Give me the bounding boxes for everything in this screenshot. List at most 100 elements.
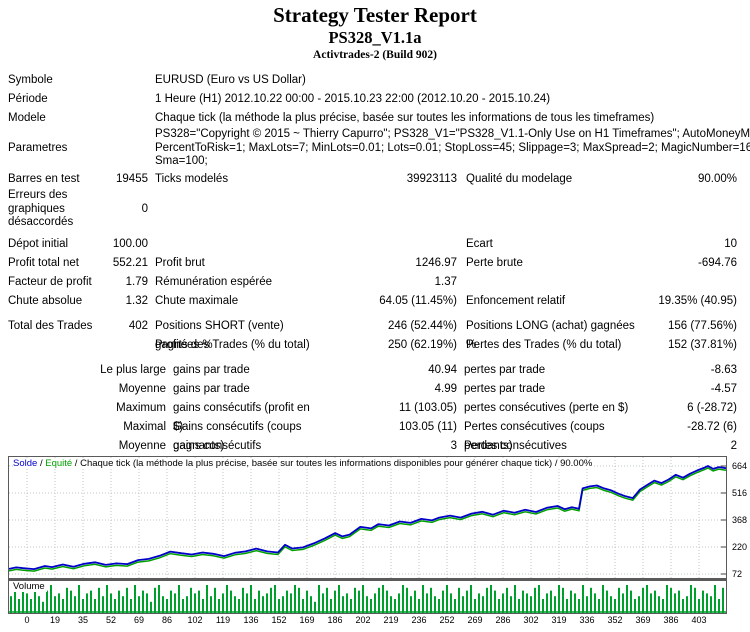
x-tick-label: 336 [579,615,595,625]
x-tick-label: 136 [243,615,259,625]
parametres-line-3: Sma=100; [155,155,208,167]
x-tick-label: 0 [24,615,30,625]
moy-perte-label: pertes par trade [464,383,546,395]
row-erreurs: Erreurs des graphiques désaccordés 0 [8,189,742,229]
balance-chart: Solde / Equité / Chaque tick (la méthode… [8,456,727,580]
legend-equity: Equité [45,458,73,469]
facteur-value: 1.79 [125,276,148,288]
periode-label: Période [8,93,48,105]
barres-value: 19455 [116,173,148,185]
moy-perte-value: -4.57 [710,383,737,395]
row-barres: Barres en test 19455 Ticks modelés 39923… [8,170,742,189]
y-tick-label: 664 [732,461,748,471]
perte-brute-label: Perte brute [466,257,523,269]
row-maximum: Maximum gains consécutifs (profit en $) … [8,399,742,433]
row-maximal: Maximal Gains consécutifs (coups gagnant… [8,418,742,452]
row-profits-trades: Profits des Trades (% du total) 250 (62.… [8,336,742,355]
periode-value: 1 Heure (H1) 2012.10.22 00:00 - 2015.10.… [155,93,551,105]
maximal-perte-label: Pertes consécutives (coups perdants) [464,421,605,452]
max-gain-value: 11 (103.05) [399,402,457,414]
max-perte-label: pertes consécutives (perte en $) [464,402,629,414]
moy-gain-label: gains par trade [173,383,250,395]
profits-label: Profits des Trades (% du total) [155,339,310,351]
volume-chart-svg [9,585,726,613]
row-modele: Modele Chaque tick (la méthode la plus p… [8,109,742,128]
x-tick-label: 269 [467,615,483,625]
chute-max-value: 64.05 (11.45%) [379,295,457,307]
x-tick-label: 52 [105,615,116,625]
x-tick-label: 119 [215,615,231,625]
profits-value: 250 (62.19%) [387,339,457,351]
x-tick-label: 352 [607,615,623,625]
x-tick-label: 152 [271,615,287,625]
long-value: 156 (77.56%) [667,320,737,332]
y-tick-label: 516 [732,488,748,498]
server-build: Activtrades-2 (Build 902) [313,49,437,61]
maximal-perte-value: -28.72 (6) [687,421,737,433]
profit-brut-label: Profit brut [155,257,205,269]
remuneration-value: 1.37 [434,276,457,288]
trades-value: 402 [128,320,148,332]
y-tick-label: 72 [732,569,743,579]
y-tick-label: 368 [732,515,748,525]
symbole-label: Symbole [8,74,53,86]
ticks-value: 39923113 [406,173,457,185]
short-value: 246 (52.44%) [387,320,457,332]
profit-net-value: 552.21 [112,257,148,269]
trades-label: Total des Trades [8,320,93,332]
enfoncement-label: Enfoncement relatif [466,295,566,307]
chute-abs-value: 1.32 [125,295,148,307]
moy2-label: Moyenne [118,440,166,452]
volume-panel: Volume [8,580,727,614]
row-parametres: Parametres PS328="Copyright © 2015 ~ Thi… [8,128,750,170]
row-symbole: Symbole EURUSD (Euro vs US Dollar) [8,71,742,90]
row-chute: Chute absolue 1.32 Chute maximale 64.05 … [8,292,742,311]
qualite-label: Qualité du modelage [466,173,573,185]
x-tick-label: 186 [327,615,343,625]
parametres-line-1: PS328="Copyright © 2015 ~ Thierry Capurr… [155,128,750,140]
pertes-label: Pertes des Trades (% du total) [466,339,622,351]
row-periode: Période 1 Heure (H1) 2012.10.22 00:00 - … [8,90,742,109]
x-tick-label: 19 [49,615,60,625]
parametres-label: Parametres [8,142,68,155]
page-title: Strategy Tester Report [273,3,477,27]
x-tick-label: 286 [495,615,511,625]
x-tick-label: 252 [439,615,455,625]
x-tick-label: 319 [551,615,567,625]
x-axis-labels: 0 19 35 52 69 86 102 119 136 152 169 186 202 219 236 25… [8,614,750,626]
qualite-value: 90.00% [697,173,737,185]
profit-brut-value: 1246.97 [415,257,457,269]
large-gain-label: gains par trade [173,364,250,376]
maximal-label: Maximal [123,421,166,433]
parametres-line-2: PercentToRisk=1; MaxLots=7; MinLots=0.01… [155,141,750,154]
max-label: Maximum [116,402,166,414]
ticks-label: Ticks modelés [155,173,229,185]
enfoncement-value: 19.35% (40.95) [658,295,737,307]
report-header: Strategy Tester Report PS328_V1.1a Activ… [0,0,750,63]
x-tick-label: 35 [77,615,88,625]
maximal-gain-value: 103.05 (11) [399,421,457,433]
large-perte-label: pertes par trade [464,364,546,376]
row-le-plus-large: Le plus large gains par trade 40.94 pert… [8,361,742,380]
perte-brute-value: -694.76 [697,257,737,269]
x-tick-label: 86 [161,615,172,625]
ecart-value: 10 [724,238,737,250]
report-table: Symbole EURUSD (Euro vs US Dollar) Pério… [8,71,750,456]
ecart-label: Ecart [466,238,493,250]
balance-chart-svg [9,457,726,578]
barres-label: Barres en test [8,173,80,185]
row-moyenne-consecutifs: Moyenne gains consécutifs 3 Pertes consé… [8,437,742,456]
x-tick-label: 102 [187,615,203,625]
depot-label: Dépot initial [8,238,69,250]
erreurs-label: Erreurs des graphiques désaccordés [8,189,74,228]
legend-balance: Solde [13,458,38,469]
expert-name: PS328_V1.1a [328,28,422,47]
row-trades: Total des Trades 402 Positions SHORT (ve… [8,317,742,351]
long-label: Positions LONG (achat) gagnées % [466,320,635,351]
large-label: Le plus large [100,364,166,376]
x-tick-label: 302 [523,615,539,625]
max-gain-label: gains consécutifs (profit en $) [173,402,310,433]
chute-abs-label: Chute absolue [8,295,83,307]
pertes-value: 152 (37.81%) [667,339,737,351]
profit-net-label: Profit total net [8,257,79,269]
